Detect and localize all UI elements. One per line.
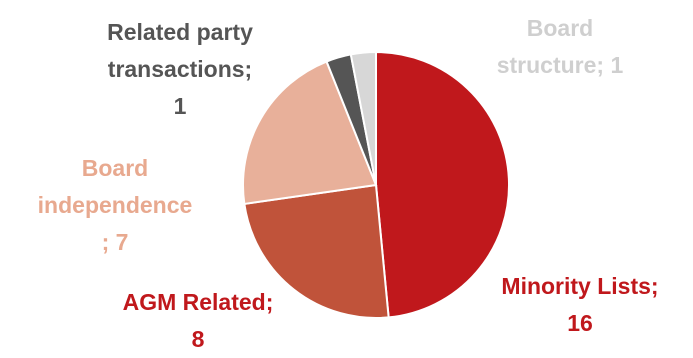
- pie-slice-board-structure: [349, 50, 377, 186]
- slice-label-board-independence: Board independence ; 7: [37, 155, 193, 255]
- pie-slice-minority-lists: [375, 50, 511, 319]
- slice-label-agm-related: AGM Related; 8: [122, 289, 274, 352]
- pie-slice-board-independence: [241, 60, 378, 206]
- slice-label-minority-lists: Minority Lists; 16: [501, 273, 659, 336]
- pie-slice-agm-related: [243, 183, 390, 319]
- slice-label-related-party-transactions: Related party transactions; 1: [107, 19, 253, 119]
- slice-label-board-structure: Board structure; 1: [496, 15, 624, 78]
